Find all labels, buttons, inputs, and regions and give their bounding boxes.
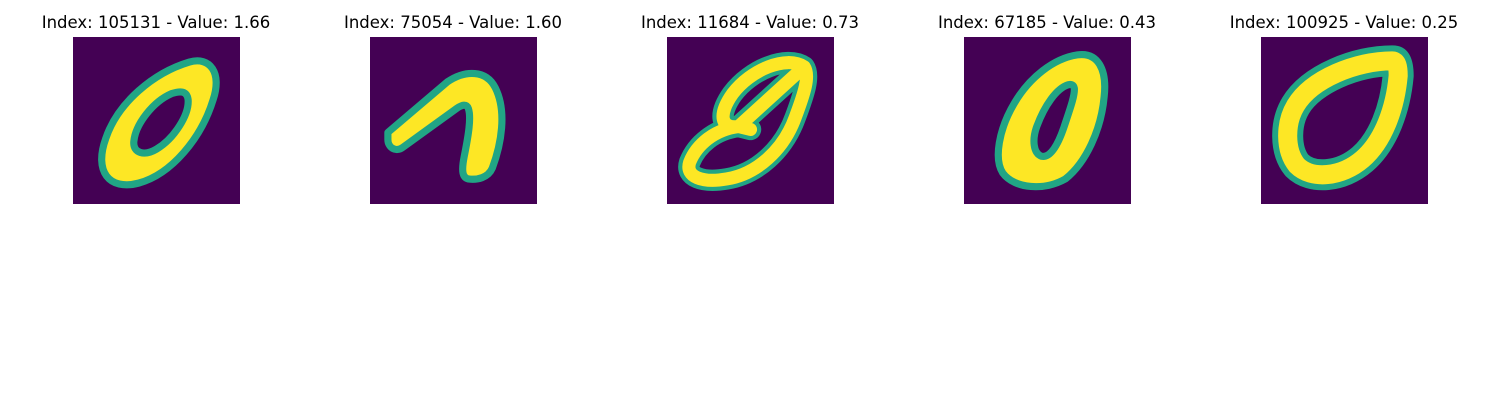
panel-3: Index: 11684 - Value: 0.73 bbox=[610, 10, 890, 210]
panel-5: Index: 100925 - Value: 0.25 bbox=[1204, 10, 1484, 210]
panel-title-2: Index: 75054 - Value: 1.60 bbox=[343, 13, 562, 32]
panel-title-3: Index: 11684 - Value: 0.73 bbox=[640, 13, 859, 32]
digit-image-3 bbox=[667, 37, 834, 204]
panel-title-1: Index: 105131 - Value: 1.66 bbox=[41, 13, 271, 32]
digit-image-1 bbox=[73, 37, 240, 204]
panel-title-4: Index: 67185 - Value: 0.43 bbox=[937, 13, 1156, 32]
digit-image-4 bbox=[964, 37, 1131, 204]
digit-image-2 bbox=[370, 37, 537, 204]
panel-2: Index: 75054 - Value: 1.60 bbox=[313, 10, 593, 210]
panel-1: Index: 105131 - Value: 1.66 bbox=[16, 10, 296, 210]
digit-image-5 bbox=[1261, 37, 1428, 204]
panel-4: Index: 67185 - Value: 0.43 bbox=[907, 10, 1187, 210]
panel-title-5: Index: 100925 - Value: 0.25 bbox=[1229, 13, 1459, 32]
